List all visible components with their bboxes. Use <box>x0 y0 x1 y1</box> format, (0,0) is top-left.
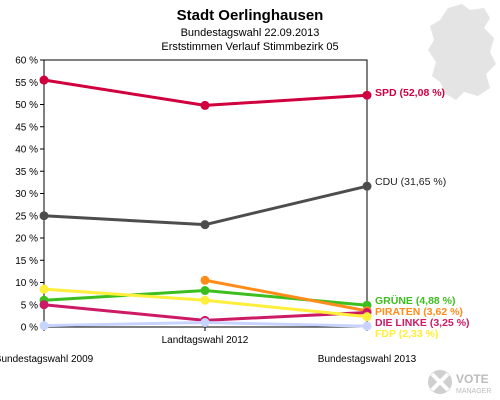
x-tick-label: Landtagswahl 2012 <box>162 335 249 346</box>
y-tick-label: 55 % <box>15 78 38 89</box>
series-point-gr-ne <box>200 286 210 296</box>
y-tick-label: 35 % <box>15 167 38 178</box>
x-tick-label: Bundestagswahl 2013 <box>318 354 417 365</box>
series-point-sonstige <box>200 318 210 328</box>
end-label-spd: SPD (52,08 %) <box>375 87 445 99</box>
series-point-spd <box>200 100 210 110</box>
series-line-piraten <box>203 278 369 313</box>
vote-manager-logo: VOTE MANAGER <box>428 370 491 395</box>
plot-area: 0 % 5 % 10 % 15 % 20 % 25 % 30 % 35 % 40 % 45 % 50… <box>0 56 470 366</box>
series-point-fdp <box>200 295 210 305</box>
series-point-fdp <box>362 312 372 322</box>
series-line-cdu <box>42 184 369 227</box>
series-point-cdu <box>362 181 372 191</box>
germany-map-icon <box>428 4 496 100</box>
series-point-piraten <box>200 275 210 285</box>
x-tick-label: Bundestagswahl 2009 <box>0 354 94 365</box>
series-point-fdp <box>39 284 49 294</box>
y-tick-label: 5 % <box>21 300 38 311</box>
end-label-fdp: FDP (2,33 %) <box>375 328 438 340</box>
y-tick-label: 25 % <box>15 211 38 222</box>
series-point-sonstige <box>362 321 372 331</box>
end-label-cdu: CDU (31,65 %) <box>375 176 446 188</box>
end-label-gr-ne: GRÜNE (4,88 %) <box>375 294 456 307</box>
chart-title: Stadt Oerlinghausen <box>177 7 324 24</box>
y-tick-label: 50 % <box>15 100 38 111</box>
series-point-spd <box>39 75 49 85</box>
y-tick-label: 10 % <box>15 278 38 289</box>
y-tick-label: 20 % <box>15 234 38 245</box>
series-point-sonstige <box>39 321 49 331</box>
y-tick-label: 30 % <box>15 189 38 200</box>
y-tick-label: 0 % <box>21 323 38 334</box>
series-point-cdu <box>200 220 210 230</box>
series-point-cdu <box>39 211 49 221</box>
y-tick-label: 15 % <box>15 256 38 267</box>
end-label-piraten: PIRATEN (3,62 %) <box>375 306 463 318</box>
y-tick-label: 45 % <box>15 122 38 133</box>
end-label-die-linke: DIE LINKE (3,25 %) <box>375 317 470 329</box>
y-tick-label: 60 % <box>15 56 38 67</box>
series-point-spd <box>362 90 372 100</box>
y-tick-label: 40 % <box>15 145 38 156</box>
chart-subtitle-2: Erststimmen Verlauf Stimmbezirk 05 <box>161 41 338 53</box>
chart-subtitle: Bundestagswahl 22.09.2013 <box>181 27 320 39</box>
series-point-die-linke <box>39 300 49 310</box>
logo-text-vote: VOTE <box>456 372 489 386</box>
logo-text-manager: MANAGER <box>456 388 491 395</box>
checkmark-x-icon <box>428 370 452 394</box>
